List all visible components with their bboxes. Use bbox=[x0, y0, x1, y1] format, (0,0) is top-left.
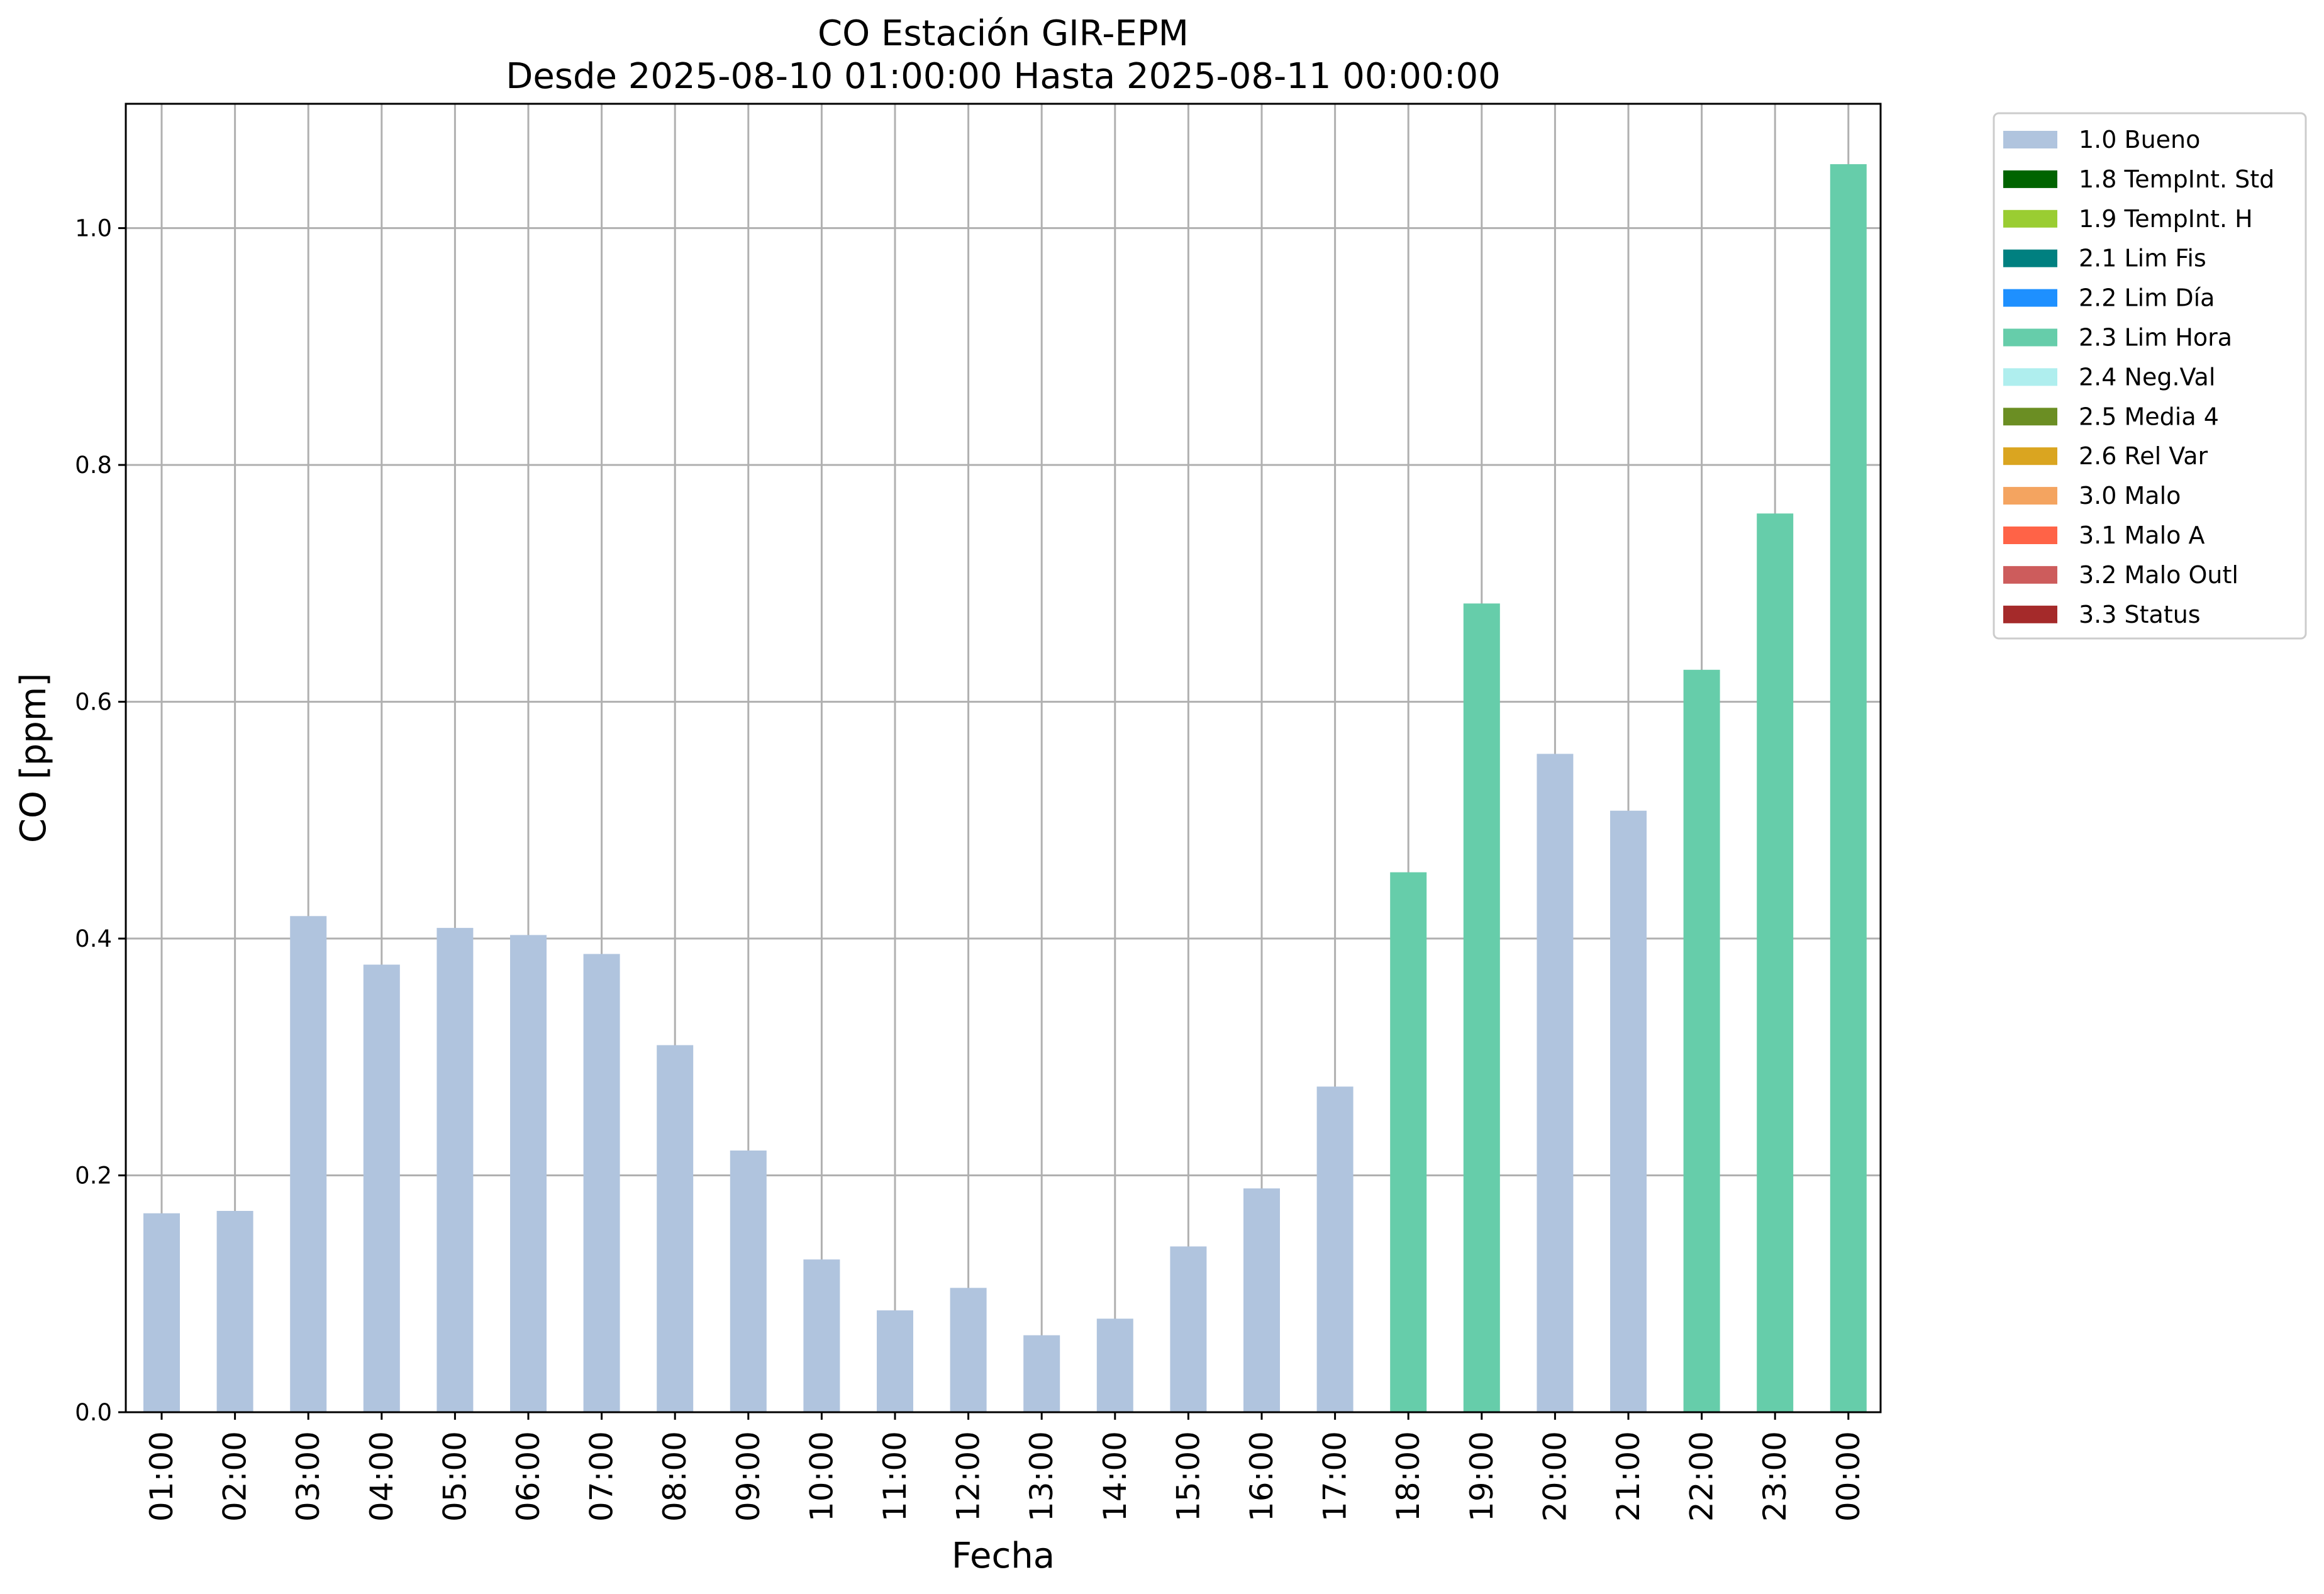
y-tick-label: 0.8 bbox=[75, 452, 112, 479]
y-tick-label: 0.4 bbox=[75, 925, 112, 952]
x-tick-label: 01:00 bbox=[143, 1431, 180, 1522]
x-tick-label: 16:00 bbox=[1243, 1431, 1280, 1522]
legend-swatch bbox=[2003, 328, 2057, 347]
x-tick-label: 20:00 bbox=[1537, 1431, 1573, 1522]
bar bbox=[216, 1211, 253, 1412]
legend-label: 2.1 Lim Fis bbox=[2079, 245, 2206, 272]
y-tick-label: 1.0 bbox=[75, 215, 112, 242]
x-tick-label: 06:00 bbox=[510, 1431, 547, 1522]
legend-label: 2.4 Neg.Val bbox=[2079, 363, 2215, 391]
x-tick-label: 10:00 bbox=[803, 1431, 840, 1522]
x-tick-label: 17:00 bbox=[1317, 1431, 1354, 1522]
legend-swatch bbox=[2003, 566, 2057, 584]
legend-frame bbox=[1993, 112, 2307, 640]
legend-label: 1.8 TempInt. Std bbox=[2079, 165, 2274, 193]
x-tick-label: 08:00 bbox=[657, 1431, 693, 1522]
legend-swatch bbox=[2003, 527, 2057, 544]
x-tick-label: 05:00 bbox=[436, 1431, 473, 1522]
bar bbox=[1757, 513, 1794, 1412]
bar bbox=[1096, 1318, 1133, 1412]
y-axis-label: CO [ppm] bbox=[13, 673, 54, 843]
y-tick-label: 0.2 bbox=[75, 1162, 112, 1190]
legend: 1.0 Bueno 1.8 TempInt. Std 1.9 TempInt. H 2… bbox=[1993, 112, 2307, 640]
legend-label: 1.9 TempInt. H bbox=[2079, 205, 2253, 233]
x-tick-label: 13:00 bbox=[1023, 1431, 1060, 1522]
bar bbox=[1537, 754, 1574, 1412]
x-tick-label: 15:00 bbox=[1170, 1431, 1206, 1522]
bar bbox=[1463, 603, 1500, 1412]
x-tick-label: 07:00 bbox=[584, 1431, 620, 1522]
bar bbox=[143, 1213, 180, 1412]
x-tick-label: 04:00 bbox=[364, 1431, 400, 1522]
bar bbox=[583, 954, 620, 1412]
bar bbox=[877, 1310, 913, 1412]
bar bbox=[1243, 1188, 1280, 1412]
x-tick-label: 11:00 bbox=[877, 1431, 913, 1522]
x-tick-label: 14:00 bbox=[1097, 1431, 1133, 1522]
bar bbox=[1683, 669, 1720, 1412]
plot-frame bbox=[125, 103, 1882, 1413]
bar bbox=[1390, 872, 1427, 1412]
bar bbox=[1830, 164, 1867, 1412]
bar bbox=[803, 1259, 840, 1412]
legend-label: 3.3 Status bbox=[2079, 601, 2201, 628]
bar bbox=[1316, 1086, 1354, 1412]
x-tick-label: 18:00 bbox=[1390, 1431, 1426, 1522]
bar bbox=[1023, 1335, 1060, 1412]
x-tick-label: 23:00 bbox=[1757, 1431, 1793, 1522]
x-tick-label: 00:00 bbox=[1830, 1431, 1867, 1522]
x-tick-label: 02:00 bbox=[217, 1431, 253, 1522]
chart-subtitle: Desde 2025-08-10 01:00:00 Hasta 2025-08-… bbox=[506, 56, 1501, 97]
y-axis: 0.0 0.2 0.4 0.6 0.8 1.0 bbox=[75, 215, 126, 1426]
x-tick-label: 09:00 bbox=[730, 1431, 767, 1522]
x-tick-label: 03:00 bbox=[290, 1431, 326, 1522]
legend-label: 2.6 Rel Var bbox=[2079, 442, 2208, 470]
legend-label: 2.2 Lim Día bbox=[2079, 284, 2215, 312]
legend-swatch bbox=[2003, 249, 2057, 267]
y-tick-label: 0.6 bbox=[75, 689, 112, 716]
legend-swatch bbox=[2003, 209, 2057, 228]
bar bbox=[290, 916, 327, 1412]
legend-label: 2.3 Lim Hora bbox=[2079, 324, 2232, 352]
legend-label: 3.0 Malo bbox=[2079, 482, 2181, 510]
legend-swatch bbox=[2003, 368, 2057, 386]
legend-label: 1.0 Bueno bbox=[2079, 126, 2200, 153]
legend-label: 3.1 Malo A bbox=[2079, 521, 2204, 549]
bar bbox=[950, 1288, 987, 1412]
bar bbox=[436, 928, 474, 1412]
x-axis: 01:00 02:00 03:00 04:00 05:00 06:00 07:00 08:00… bbox=[143, 1412, 1867, 1522]
bar bbox=[510, 935, 547, 1412]
x-tick-label: 21:00 bbox=[1610, 1431, 1647, 1522]
legend-swatch bbox=[2003, 170, 2057, 188]
legend-swatch bbox=[2003, 289, 2057, 307]
legend-swatch bbox=[2003, 408, 2057, 426]
legend-swatch bbox=[2003, 131, 2057, 148]
legend-label: 2.5 Media 4 bbox=[2079, 403, 2219, 430]
legend-swatch bbox=[2003, 447, 2057, 465]
bar bbox=[657, 1045, 694, 1412]
x-tick-label: 19:00 bbox=[1464, 1431, 1500, 1522]
x-tick-label: 12:00 bbox=[950, 1431, 987, 1522]
bar bbox=[1170, 1246, 1207, 1412]
legend-swatch bbox=[2003, 605, 2057, 623]
legend-swatch bbox=[2003, 487, 2057, 505]
bar bbox=[363, 964, 400, 1412]
bar bbox=[1610, 810, 1647, 1412]
x-axis-label: Fecha bbox=[952, 1535, 1055, 1576]
legend-label: 3.2 Malo Outl bbox=[2079, 561, 2238, 589]
chart-title: CO Estación GIR-EPM bbox=[818, 13, 1189, 54]
bars bbox=[143, 164, 1867, 1412]
y-tick-label: 0.0 bbox=[75, 1399, 112, 1426]
x-tick-label: 22:00 bbox=[1684, 1431, 1720, 1522]
bar bbox=[730, 1151, 767, 1412]
